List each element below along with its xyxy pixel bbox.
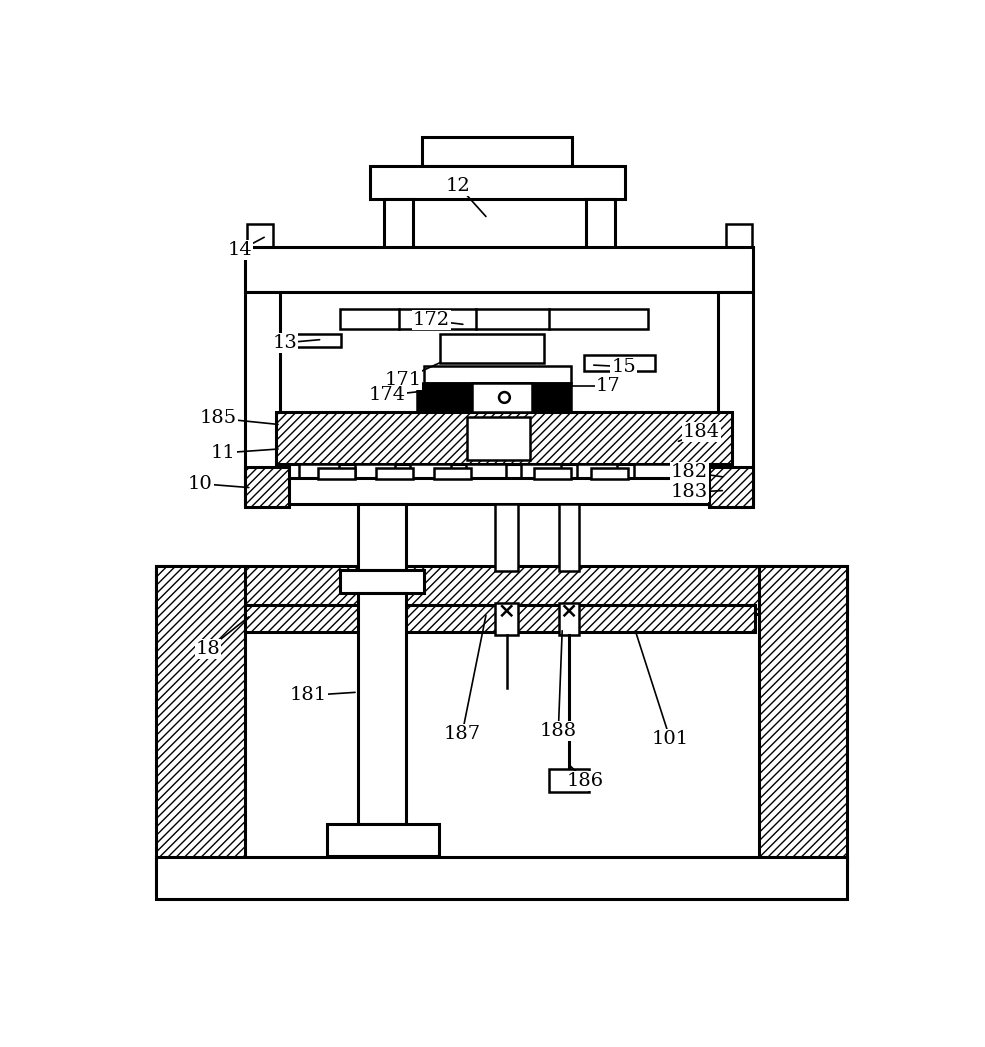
Bar [495,603,518,636]
Text: 184: 184 [683,423,720,441]
Bar [245,604,755,632]
Bar [340,309,648,329]
Bar [157,857,847,899]
Bar [327,824,439,856]
Text: 10: 10 [188,474,213,493]
Bar [289,334,341,347]
Bar [584,355,655,371]
Bar [376,468,413,480]
Bar [359,593,406,824]
Bar [495,505,518,571]
Bar [534,468,570,480]
Bar [758,566,847,866]
Text: 171: 171 [384,371,422,388]
Text: 13: 13 [273,334,297,352]
Bar [245,292,280,476]
Bar [472,383,532,413]
Bar [370,166,624,199]
Bar [633,465,674,478]
Bar [245,478,754,505]
Bar [521,465,561,478]
Bar [245,467,289,507]
Bar [355,465,395,478]
Text: 172: 172 [413,311,450,330]
Text: 14: 14 [228,242,252,260]
Bar [577,465,617,478]
Bar [591,468,628,480]
Text: 11: 11 [211,444,235,462]
Bar [417,383,570,413]
Bar [245,247,754,292]
Bar [157,566,245,866]
Text: 17: 17 [596,377,621,395]
Text: 188: 188 [540,721,577,740]
Bar [439,334,544,363]
Text: 187: 187 [443,725,481,743]
Bar [466,465,506,478]
Text: 101: 101 [651,730,689,748]
Text: 174: 174 [368,386,406,404]
Text: 185: 185 [199,409,236,427]
Text: 12: 12 [446,177,471,195]
Bar [340,570,425,593]
Bar [276,413,732,465]
Bar [157,566,847,614]
Bar [359,505,406,570]
Bar [467,417,530,460]
Bar [586,199,616,249]
Text: 186: 186 [566,772,604,789]
Bar [422,137,572,166]
Bar [383,199,413,249]
Bar [709,467,754,507]
Text: 181: 181 [290,687,327,705]
Bar [472,383,532,413]
Text: 182: 182 [671,463,708,482]
Bar [549,768,589,792]
Bar [433,468,471,480]
Bar [318,468,355,480]
Text: 183: 183 [671,483,708,502]
Bar [559,505,579,571]
Bar [247,224,273,261]
Bar [411,465,450,478]
Bar [559,603,579,636]
Bar [298,465,339,478]
Bar [718,292,754,476]
Bar [726,224,752,261]
Bar [425,365,570,383]
Text: 18: 18 [196,640,221,659]
Text: 15: 15 [612,358,636,376]
